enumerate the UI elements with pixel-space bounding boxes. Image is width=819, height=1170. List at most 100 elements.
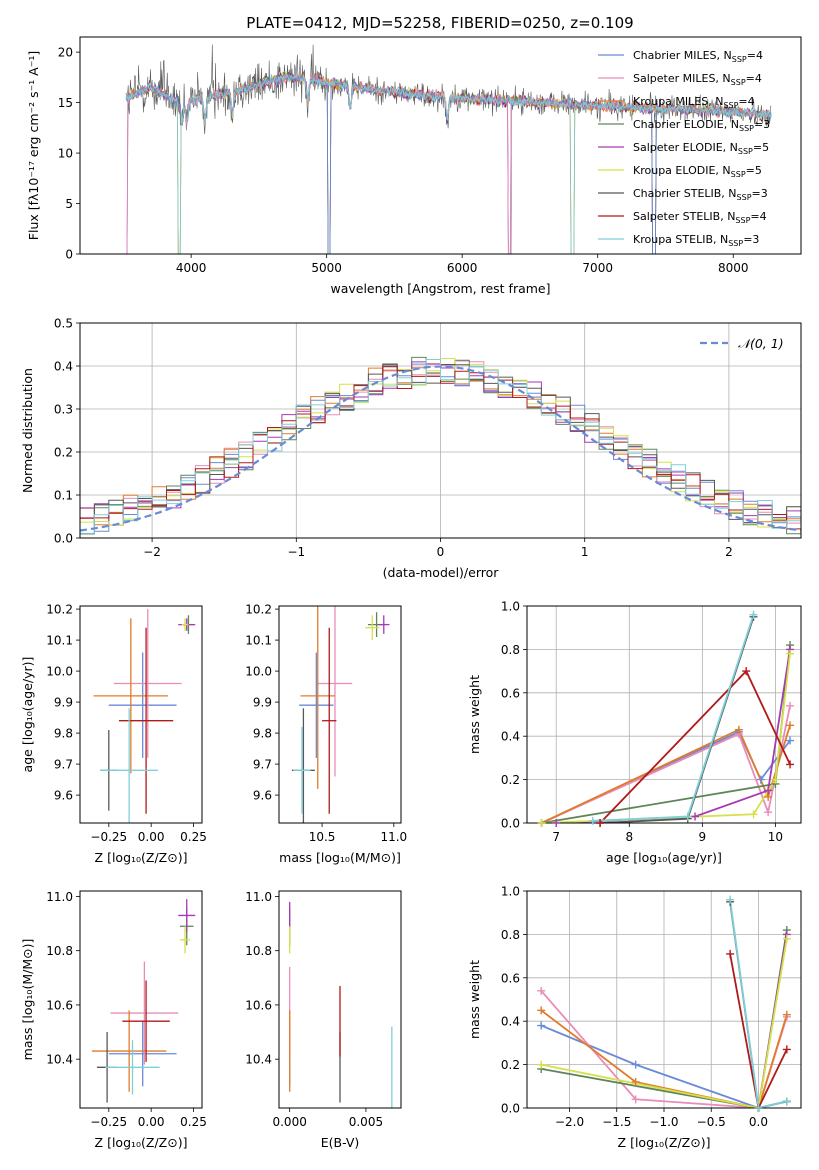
weight-marker — [782, 1045, 791, 1054]
y-tick-label: 10.8 — [46, 944, 73, 958]
weight-marker — [691, 812, 700, 821]
weight-marker — [786, 721, 795, 730]
plot-area-age-vs-mass — [291, 606, 390, 823]
x-axis-label: mass [log₁₀(M/M⊙)] — [279, 850, 401, 865]
axes-weight-vs-age: 7 8 9 10 0.0 0.2 0.4 0.6 0.8 1.0 age [log₁₀(age/yr… — [467, 600, 802, 865]
weight-marker — [734, 725, 743, 734]
spectrum-line — [125, 72, 772, 254]
y-axis-label: age [log₁₀(age/yr)] — [20, 657, 35, 773]
weight-line — [541, 725, 791, 823]
axes-mass-vs-EBV: 0.000 0.005 10.4 10.6 10.8 11.0 E(B-V) — [245, 890, 402, 1150]
y-tick-label: 0.0 — [54, 532, 73, 546]
weight-marker — [749, 810, 758, 819]
x-axis-label: age [log₁₀(age/yr)] — [606, 850, 722, 865]
plot-area-spectrum — [125, 44, 772, 254]
x-tick-label: 0.0 — [749, 1115, 768, 1129]
spectrum-line — [126, 44, 772, 254]
axes-frame — [79, 890, 203, 1109]
y-tick-label: 0.0 — [501, 1102, 520, 1116]
x-tick-label: −1.0 — [649, 1115, 678, 1129]
x-tick-label: −2 — [143, 545, 161, 559]
weight-marker — [756, 775, 765, 784]
plot-area-age-vs-Z — [93, 609, 196, 823]
x-tick-label: 6000 — [447, 261, 478, 275]
x-tick-label: 8000 — [718, 261, 749, 275]
y-tick-label: 9.9 — [253, 696, 272, 710]
x-axis-label: wavelength [Angstrom, rest frame] — [330, 281, 550, 296]
x-tick-label: −0.5 — [697, 1115, 726, 1129]
y-tick-label: 0.4 — [54, 360, 73, 374]
weight-marker — [631, 1077, 640, 1086]
weight-marker — [771, 775, 780, 784]
weight-marker — [588, 816, 597, 825]
axes-frame — [278, 890, 402, 1109]
plot-area-weight-vs-age — [541, 614, 791, 823]
y-tick-label: 10.6 — [46, 998, 73, 1012]
y-tick-label: 0.4 — [501, 730, 520, 744]
axes-spectrum: 4000 5000 6000 7000 8000 0 5 10 15 20 wavelength [… — [26, 36, 802, 296]
axes-weight-vs-Z: −2.0 −1.5 −1.0 −0.5 0.0 0.0 0.2 0.4 0.6 0.8 1.0 Z [… — [467, 885, 802, 1150]
plot-area-weight-vs-Z — [540, 899, 788, 1108]
weight-line — [541, 938, 788, 1108]
legend-entry: Chabrier ELODIE, NSSP=3 — [633, 118, 770, 133]
normal-curve — [80, 365, 801, 532]
y-tick-label: 9.8 — [253, 727, 272, 741]
y-tick-label: 10.0 — [46, 665, 73, 679]
y-tick-label: 9.8 — [54, 727, 73, 741]
y-tick-label: 0.1 — [54, 489, 73, 503]
axes-frame — [526, 605, 802, 824]
y-tick-label: 0.8 — [501, 643, 520, 657]
x-tick-label: 4000 — [176, 261, 207, 275]
y-tick-label: 0.8 — [501, 928, 520, 942]
plot-area-residuals — [80, 356, 801, 538]
y-tick-label: 0.3 — [54, 403, 73, 417]
x-tick-label: 11.0 — [380, 830, 407, 844]
figure-title: PLATE=0412, MJD=52258, FIBERID=0250, z=0… — [246, 14, 633, 32]
y-tick-label: 10.4 — [245, 1053, 272, 1067]
x-tick-label: 5000 — [311, 261, 342, 275]
weight-marker — [537, 986, 546, 995]
weight-marker — [786, 649, 795, 658]
weight-marker — [683, 812, 692, 821]
y-tick-label: 0.2 — [501, 773, 520, 787]
histogram-step — [80, 359, 801, 538]
legend-entry: Chabrier STELIB, NSSP=3 — [633, 187, 768, 202]
y-tick-label: 0.5 — [54, 317, 73, 331]
y-tick-label: 11.0 — [245, 890, 272, 904]
weight-marker — [749, 610, 758, 619]
axes-frame — [278, 605, 402, 824]
x-tick-label: 0.00 — [138, 1115, 165, 1129]
weight-marker — [786, 760, 795, 769]
x-tick-label: 0.25 — [180, 1115, 207, 1129]
y-tick-label: 9.9 — [54, 696, 73, 710]
x-tick-label: 0.000 — [272, 1115, 306, 1129]
legend-entry: Salpeter ELODIE, NSSP=5 — [633, 141, 769, 156]
y-tick-label: 0.6 — [501, 686, 520, 700]
y-tick-label: 15 — [58, 96, 73, 110]
y-tick-label: 0.6 — [501, 971, 520, 985]
x-axis-label: Z [log₁₀(Z/Z⊙)] — [618, 1135, 711, 1150]
y-tick-label: 5 — [65, 197, 73, 211]
x-axis-label: E(B-V) — [321, 1135, 360, 1150]
legend-entry: Salpeter MILES, NSSP=4 — [633, 72, 762, 87]
y-tick-label: 11.0 — [46, 890, 73, 904]
axes-age-vs-Z: −0.25 0.00 0.25 9.6 9.7 9.8 9.9 10.0 10.1 10.2 Z [… — [20, 603, 207, 865]
y-tick-label: 10.4 — [46, 1053, 73, 1067]
weight-line — [729, 953, 788, 1108]
x-tick-label: 0.00 — [138, 830, 165, 844]
weight-marker — [596, 819, 605, 827]
x-axis-label: (data-model)/error — [383, 565, 500, 580]
y-axis-label: mass [log₁₀(M/M⊙)] — [20, 939, 35, 1061]
y-tick-label: 10.2 — [245, 603, 272, 617]
x-tick-label: 10.5 — [309, 830, 336, 844]
legend-entry: Kroupa MILES, NSSP=4 — [633, 95, 755, 110]
legend-entry: 𝒩(0, 1) — [738, 336, 784, 351]
y-tick-label: 0.2 — [501, 1058, 520, 1072]
y-axis-label: mass weight — [467, 675, 482, 754]
y-tick-label: 1.0 — [501, 600, 520, 614]
x-tick-label: −2.0 — [555, 1115, 584, 1129]
axes-mass-vs-Z: −0.25 0.00 0.25 10.4 10.6 10.8 11.0 Z [log₁₀(Z/… — [20, 890, 207, 1150]
weight-line — [541, 730, 791, 823]
x-tick-label: −1.5 — [602, 1115, 631, 1129]
